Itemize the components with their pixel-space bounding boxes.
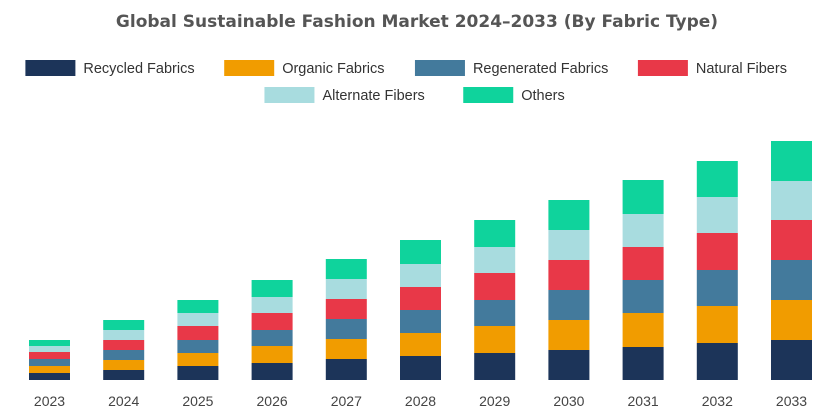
bar-2026-organic-fabrics xyxy=(251,346,293,363)
bar-2033-recycled-fabrics xyxy=(771,340,812,380)
chart-title: Global Sustainable Fashion Market 2024–2… xyxy=(116,12,718,32)
bar-2025-organic-fabrics xyxy=(177,353,219,366)
bar-2029-others xyxy=(474,220,516,247)
legend-label-organic-fabrics: Organic Fabrics xyxy=(282,61,384,77)
bar-2027-others xyxy=(325,259,367,279)
bar-2023-alternate-fibers xyxy=(29,346,70,352)
bar-2028-organic-fabrics xyxy=(400,333,441,356)
x-tick-label-2025: 2025 xyxy=(182,393,213,409)
bar-2030-others xyxy=(548,200,590,230)
x-tick-label-2023: 2023 xyxy=(34,393,65,409)
bar-2028-alternate-fibers xyxy=(400,264,441,287)
bar-2031-alternate-fibers xyxy=(622,214,664,247)
x-tick-label-2024: 2024 xyxy=(108,393,139,409)
bar-2025-natural-fibers xyxy=(177,326,219,340)
legend-label-others: Others xyxy=(521,88,565,104)
x-tick-label-2031: 2031 xyxy=(628,393,659,409)
bar-2023-organic-fabrics xyxy=(29,366,70,373)
bar-2033-natural-fibers xyxy=(771,220,812,260)
x-axis-ticks: 2023 2024 2025 2026 2027 2028 2029 2030 2031 2032… xyxy=(34,393,807,409)
legend-label-recycled-fabrics: Recycled Fabrics xyxy=(83,61,194,77)
bar-2027-organic-fabrics xyxy=(325,339,367,359)
bar-2028-others xyxy=(400,240,441,264)
legend-label-regenerated-fabrics: Regenerated Fabrics xyxy=(473,61,608,77)
bar-2027-recycled-fabrics xyxy=(325,359,367,380)
bar-2032-alternate-fibers xyxy=(696,197,738,233)
bar-2027-alternate-fibers xyxy=(325,279,367,299)
x-tick-label-2030: 2030 xyxy=(553,393,584,409)
bar-2024-recycled-fabrics xyxy=(103,370,145,380)
bar-2024-alternate-fibers xyxy=(103,330,145,340)
bar-2031-natural-fibers xyxy=(622,247,664,280)
bar-2025-recycled-fabrics xyxy=(177,366,219,380)
x-tick-label-2032: 2032 xyxy=(702,393,733,409)
bar-2027-natural-fibers xyxy=(325,299,367,319)
bar-2024-organic-fabrics xyxy=(103,360,145,370)
bar-2030-alternate-fibers xyxy=(548,230,590,260)
bar-2023-regenerated-fabrics xyxy=(29,359,70,366)
bar-2027-regenerated-fabrics xyxy=(325,319,367,339)
bar-2030-natural-fibers xyxy=(548,260,590,290)
bar-2029-alternate-fibers xyxy=(474,247,516,273)
x-tick-label-2026: 2026 xyxy=(257,393,288,409)
bar-2023-natural-fibers xyxy=(29,352,70,359)
bar-2025-regenerated-fabrics xyxy=(177,340,219,353)
bar-2031-regenerated-fabrics xyxy=(622,280,664,313)
legend-label-natural-fibers: Natural Fibers xyxy=(696,61,787,77)
bar-2033-regenerated-fabrics xyxy=(771,260,812,300)
bar-2029-natural-fibers xyxy=(474,273,516,300)
legend-swatch-natural-fibers xyxy=(637,60,688,76)
x-tick-label-2033: 2033 xyxy=(776,393,807,409)
x-tick-label-2027: 2027 xyxy=(331,393,362,409)
bar-2024-natural-fibers xyxy=(103,340,145,350)
bar-2028-natural-fibers xyxy=(400,287,441,310)
legend-swatch-alternate-fibers xyxy=(264,87,315,103)
bar-2030-organic-fabrics xyxy=(548,320,590,350)
bar-2023-recycled-fabrics xyxy=(29,373,70,380)
bar-2030-regenerated-fabrics xyxy=(548,290,590,320)
legend: Recycled Fabrics Organic Fabrics Regenerat… xyxy=(25,60,787,104)
legend-swatch-recycled-fabrics xyxy=(25,60,76,76)
legend-swatch-regenerated-fabrics xyxy=(414,60,465,76)
bar-2026-others xyxy=(251,280,293,297)
bar-2032-natural-fibers xyxy=(696,233,738,270)
bar-2029-regenerated-fabrics xyxy=(474,300,516,326)
x-tick-label-2028: 2028 xyxy=(405,393,436,409)
bar-2026-regenerated-fabrics xyxy=(251,330,293,346)
bar-2031-others xyxy=(622,180,664,214)
bar-2026-recycled-fabrics xyxy=(251,363,293,380)
bar-2026-natural-fibers xyxy=(251,313,293,330)
bar-2024-regenerated-fabrics xyxy=(103,350,145,360)
bar-2028-regenerated-fabrics xyxy=(400,310,441,333)
legend-swatch-organic-fabrics xyxy=(224,60,275,76)
bar-2032-recycled-fabrics xyxy=(696,343,738,380)
bar-2033-alternate-fibers xyxy=(771,181,812,220)
bar-2030-recycled-fabrics xyxy=(548,350,590,380)
bar-stack-area xyxy=(29,141,812,380)
bar-2031-organic-fabrics xyxy=(622,313,664,347)
bar-2023-others xyxy=(29,340,70,346)
bar-2025-others xyxy=(177,300,219,313)
bar-2032-others xyxy=(696,161,738,197)
x-tick-label-2029: 2029 xyxy=(479,393,510,409)
bar-2026-alternate-fibers xyxy=(251,297,293,313)
legend-label-alternate-fibers: Alternate Fibers xyxy=(322,88,424,104)
bar-2032-regenerated-fabrics xyxy=(696,270,738,306)
bar-2032-organic-fabrics xyxy=(696,306,738,343)
bar-2028-recycled-fabrics xyxy=(400,356,441,380)
bar-2024-others xyxy=(103,320,145,330)
bar-2025-alternate-fibers xyxy=(177,313,219,326)
bar-2031-recycled-fabrics xyxy=(622,347,664,380)
bar-2033-others xyxy=(771,141,812,181)
bar-2029-recycled-fabrics xyxy=(474,353,516,380)
bar-2033-organic-fabrics xyxy=(771,300,812,340)
bar-2029-organic-fabrics xyxy=(474,326,516,353)
legend-swatch-others xyxy=(463,87,514,103)
